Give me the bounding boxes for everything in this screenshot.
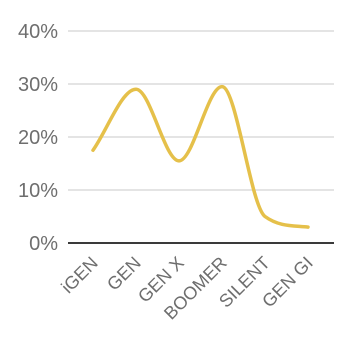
y-axis-tick-labels: 0% 10% 20% 30% 40% bbox=[18, 21, 58, 255]
gridlines bbox=[68, 30, 334, 191]
y-tick-label: 40% bbox=[18, 21, 58, 43]
y-tick-label: 30% bbox=[18, 74, 58, 96]
y-tick-label: 20% bbox=[18, 127, 58, 149]
series-layer bbox=[91, 84, 310, 229]
x-tick-label: iGEN bbox=[57, 253, 102, 298]
y-tick-label: 10% bbox=[18, 180, 58, 202]
y-tick-label: 0% bbox=[29, 233, 58, 255]
series-line bbox=[91, 84, 310, 229]
